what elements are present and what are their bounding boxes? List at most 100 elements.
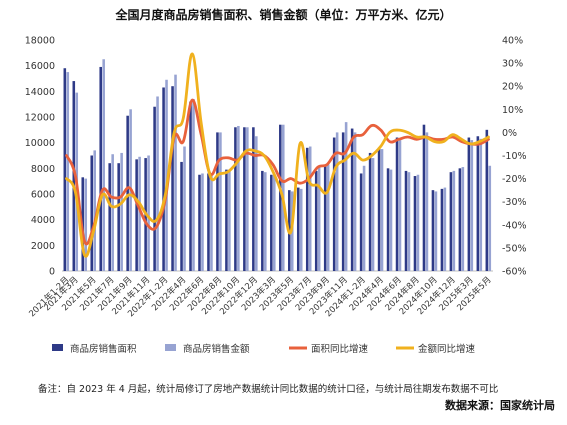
- y-left-tick-label: 12000: [25, 113, 55, 124]
- bar: [323, 165, 327, 271]
- bar: [117, 163, 120, 271]
- bar: [120, 152, 123, 271]
- bar: [443, 187, 447, 271]
- bar: [207, 173, 210, 271]
- bar: [228, 169, 231, 271]
- bar: [90, 155, 94, 271]
- bar: [246, 127, 249, 272]
- y-right-tick-label: -30%: [502, 197, 527, 208]
- bar: [413, 176, 417, 271]
- bar: [359, 173, 363, 271]
- bar: [431, 190, 435, 271]
- bar: [425, 132, 429, 271]
- bar: [314, 170, 318, 271]
- bar: [470, 140, 474, 271]
- bar: [467, 137, 471, 271]
- bar: [449, 172, 453, 271]
- bar: [264, 172, 267, 271]
- bar: [234, 127, 237, 272]
- bar: [422, 124, 426, 271]
- y-left-tick-label: 2000: [31, 241, 55, 252]
- legend-swatch: [52, 344, 63, 351]
- bar: [407, 172, 411, 271]
- bar: [488, 165, 492, 271]
- bar: [261, 170, 264, 271]
- y-left-tick-label: 4000: [31, 215, 55, 226]
- y-right-tick-label: 20%: [502, 82, 523, 93]
- bar: [108, 163, 111, 271]
- bar: [84, 178, 88, 271]
- legend-label: 面积同比增速: [311, 343, 369, 355]
- y-left-tick-label: 0: [49, 267, 55, 278]
- bar: [332, 137, 336, 271]
- bar: [279, 124, 282, 271]
- y-right-tick-label: -20%: [502, 174, 527, 185]
- bar: [371, 158, 375, 271]
- data-source: 数据来源：国家统计局: [445, 399, 555, 412]
- bar: [171, 86, 174, 271]
- bar: [243, 127, 246, 272]
- bar: [102, 59, 105, 271]
- legend-label: 商品房销售面积: [70, 343, 137, 355]
- bar: [216, 132, 219, 271]
- bar: [189, 101, 192, 271]
- bar: [404, 170, 408, 271]
- y-right-tick-label: -40%: [502, 220, 527, 231]
- bar: [63, 68, 67, 271]
- bar: [153, 106, 156, 271]
- bar: [93, 150, 96, 271]
- chart-title: 全国月度商品房销售面积、销售金额（单位：万平方米、亿元）: [115, 8, 452, 22]
- y-left-tick-label: 16000: [25, 61, 55, 72]
- y-left-tick-label: 14000: [25, 87, 55, 98]
- y-left-tick-label: 8000: [31, 164, 55, 175]
- y-right-tick-label: -50%: [502, 243, 527, 254]
- series-line: [65, 98, 490, 246]
- bar: [341, 132, 345, 271]
- series-line: [65, 52, 490, 258]
- bar: [156, 96, 159, 271]
- bar: [296, 187, 300, 271]
- y-left-tick-label: 6000: [31, 190, 55, 201]
- bar: [270, 174, 273, 271]
- bar: [305, 147, 309, 271]
- bar: [434, 191, 438, 271]
- y-left-tick-label: 10000: [25, 138, 55, 149]
- bar: [308, 146, 312, 271]
- footnote: 备注：自 2023 年 4 月起，统计局修订了房地产数据统计同比数据的统计口径，…: [38, 384, 499, 395]
- y-right-tick-label: 40%: [502, 36, 523, 47]
- bar: [326, 164, 330, 271]
- bar: [386, 168, 390, 271]
- bar: [183, 146, 186, 271]
- y-left-tick-label: 18000: [25, 36, 55, 47]
- bar: [476, 136, 480, 271]
- bar: [398, 140, 402, 271]
- bar: [344, 122, 348, 271]
- bar: [192, 99, 195, 271]
- bar: [72, 81, 76, 271]
- y-right-tick-label: 30%: [502, 59, 523, 70]
- bar: [219, 132, 222, 271]
- bar: [255, 136, 258, 271]
- bar: [198, 174, 201, 271]
- bar: [111, 154, 114, 271]
- bar: [440, 188, 444, 271]
- bar: [353, 132, 357, 271]
- bar: [377, 147, 381, 271]
- bar: [479, 138, 483, 271]
- bar: [99, 66, 102, 271]
- bar: [368, 152, 372, 271]
- bar: [201, 173, 204, 271]
- bar: [362, 165, 366, 271]
- bar: [335, 132, 339, 271]
- bar: [395, 137, 399, 271]
- bar: [210, 176, 213, 271]
- bar: [389, 169, 393, 271]
- bar: [66, 72, 70, 271]
- bar: [165, 79, 168, 271]
- bar: [138, 156, 141, 271]
- bar: [237, 125, 240, 271]
- bar: [162, 87, 165, 271]
- y-right-tick-label: -60%: [502, 267, 527, 278]
- bar: [458, 168, 462, 271]
